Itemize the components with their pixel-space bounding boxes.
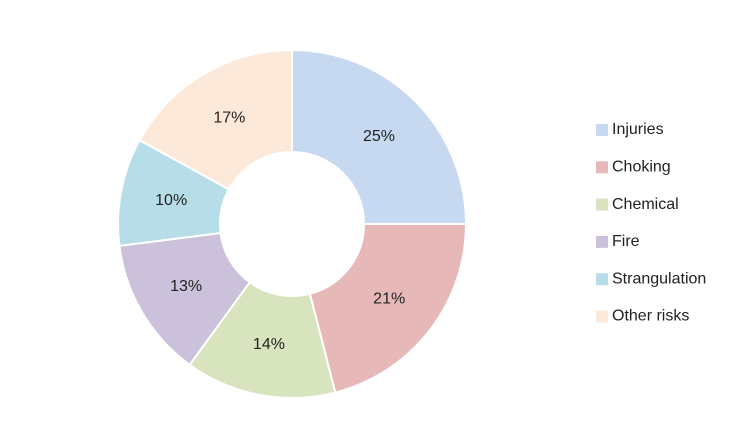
data-label: 25%	[363, 128, 395, 145]
legend-label: Choking	[612, 159, 671, 176]
legend-swatch	[596, 124, 608, 136]
legend-swatch	[596, 235, 608, 248]
legend-swatch	[596, 161, 608, 174]
legend-label: Injuries	[612, 121, 664, 138]
legend-label: Strangulation	[612, 270, 706, 287]
data-label: 17%	[213, 109, 245, 126]
legend-swatch	[596, 198, 608, 211]
legend-label: Other risks	[612, 308, 689, 325]
donut-slice	[188, 280, 337, 399]
legend-swatch	[596, 273, 608, 286]
data-label: 21%	[373, 291, 405, 308]
data-label: 13%	[170, 278, 202, 295]
legend-swatch	[596, 310, 608, 323]
data-label: 14%	[253, 336, 285, 353]
donut-slice	[291, 48, 468, 225]
donut-slice	[138, 48, 293, 191]
legend-label: Chemical	[612, 196, 679, 213]
data-label: 10%	[155, 192, 187, 209]
legend-label: Fire	[612, 233, 640, 250]
donut-slice	[308, 223, 468, 394]
